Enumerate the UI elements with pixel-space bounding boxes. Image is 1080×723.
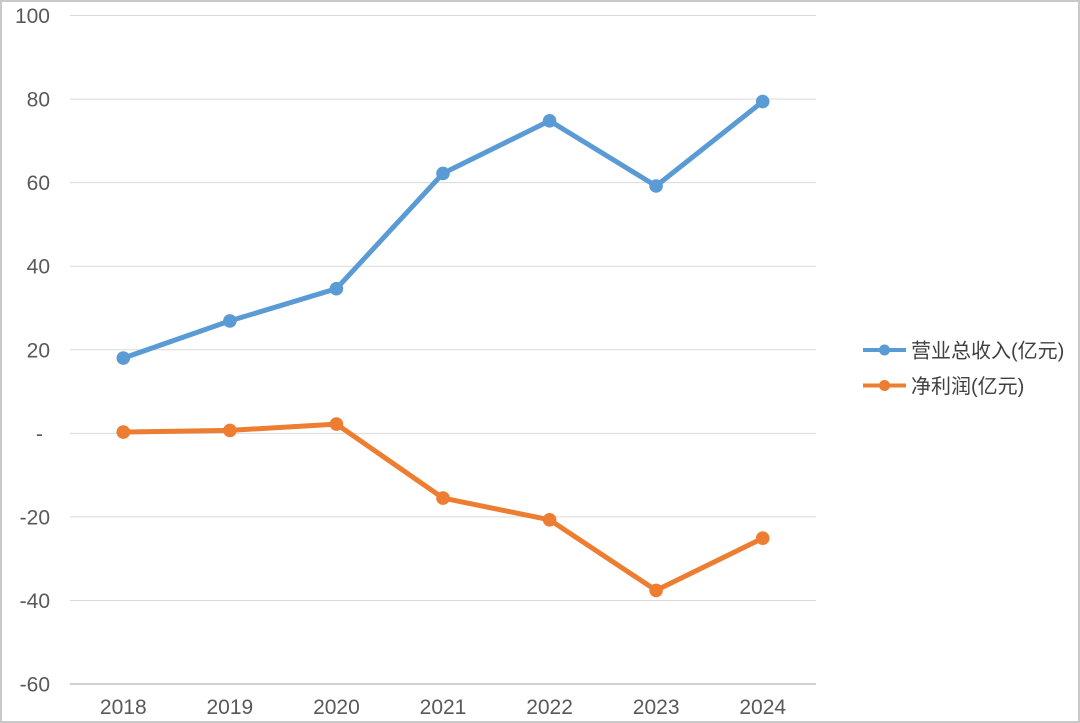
- y-axis-tick-label: -40: [20, 590, 50, 613]
- legend-label-profit: 净利润(亿元): [911, 375, 1024, 398]
- series-line: [120, 99, 766, 361]
- data-point-marker: [649, 179, 663, 193]
- x-axis-labels: 2018 2019 2020 2021 2022 2023 2024: [100, 696, 786, 719]
- x-axis-tick-label: 2020: [313, 696, 360, 719]
- data-point-marker: [116, 425, 131, 439]
- series-group: [116, 94, 770, 598]
- gridlines-group: [70, 15, 816, 601]
- data-point-marker: [436, 491, 450, 505]
- y-axis-tick-label: 100: [15, 5, 50, 28]
- legend-marker-revenue: [879, 344, 890, 356]
- y-axis-tick-label: 20: [27, 339, 50, 362]
- data-point-marker: [755, 531, 770, 545]
- legend-item-profit: 净利润(亿元): [863, 375, 1024, 398]
- y-axis-tick-label: -60: [20, 674, 50, 697]
- data-point-marker: [223, 314, 237, 328]
- y-axis-tick-label: -: [36, 423, 43, 446]
- series-profit: [116, 417, 770, 598]
- y-axis-tick-label: 60: [27, 172, 50, 195]
- data-point-marker: [116, 351, 131, 365]
- x-axis-tick-label: 2018: [100, 696, 147, 719]
- data-point-marker: [755, 94, 770, 109]
- x-axis-tick-label: 2021: [420, 696, 467, 719]
- legend: 营业总收入(亿元) 净利润(亿元): [863, 340, 1064, 398]
- data-point-marker: [329, 417, 344, 431]
- y-axis-labels: 100 80 60 40 20 - -20 -40 -60: [15, 5, 50, 697]
- data-point-marker: [542, 114, 557, 128]
- data-point-marker: [223, 423, 237, 438]
- data-point-marker: [649, 583, 663, 598]
- data-point-marker: [436, 166, 450, 181]
- y-axis-tick-label: -20: [20, 506, 50, 529]
- data-point-marker: [329, 281, 344, 296]
- legend-marker-profit: [879, 380, 890, 391]
- legend-item-revenue: 营业总收入(亿元): [863, 340, 1064, 363]
- x-axis-tick-label: 2022: [526, 696, 573, 719]
- data-point-marker: [542, 513, 557, 527]
- series-line: [120, 421, 766, 593]
- y-axis-tick-label: 80: [27, 89, 50, 112]
- series-revenue: [116, 94, 770, 365]
- x-axis-tick-label: 2019: [206, 696, 253, 719]
- x-axis-tick-label: 2023: [633, 696, 680, 719]
- y-axis-tick-label: 40: [27, 256, 50, 279]
- x-axis-tick-label: 2024: [739, 696, 786, 719]
- legend-label-revenue: 营业总收入(亿元): [911, 340, 1064, 363]
